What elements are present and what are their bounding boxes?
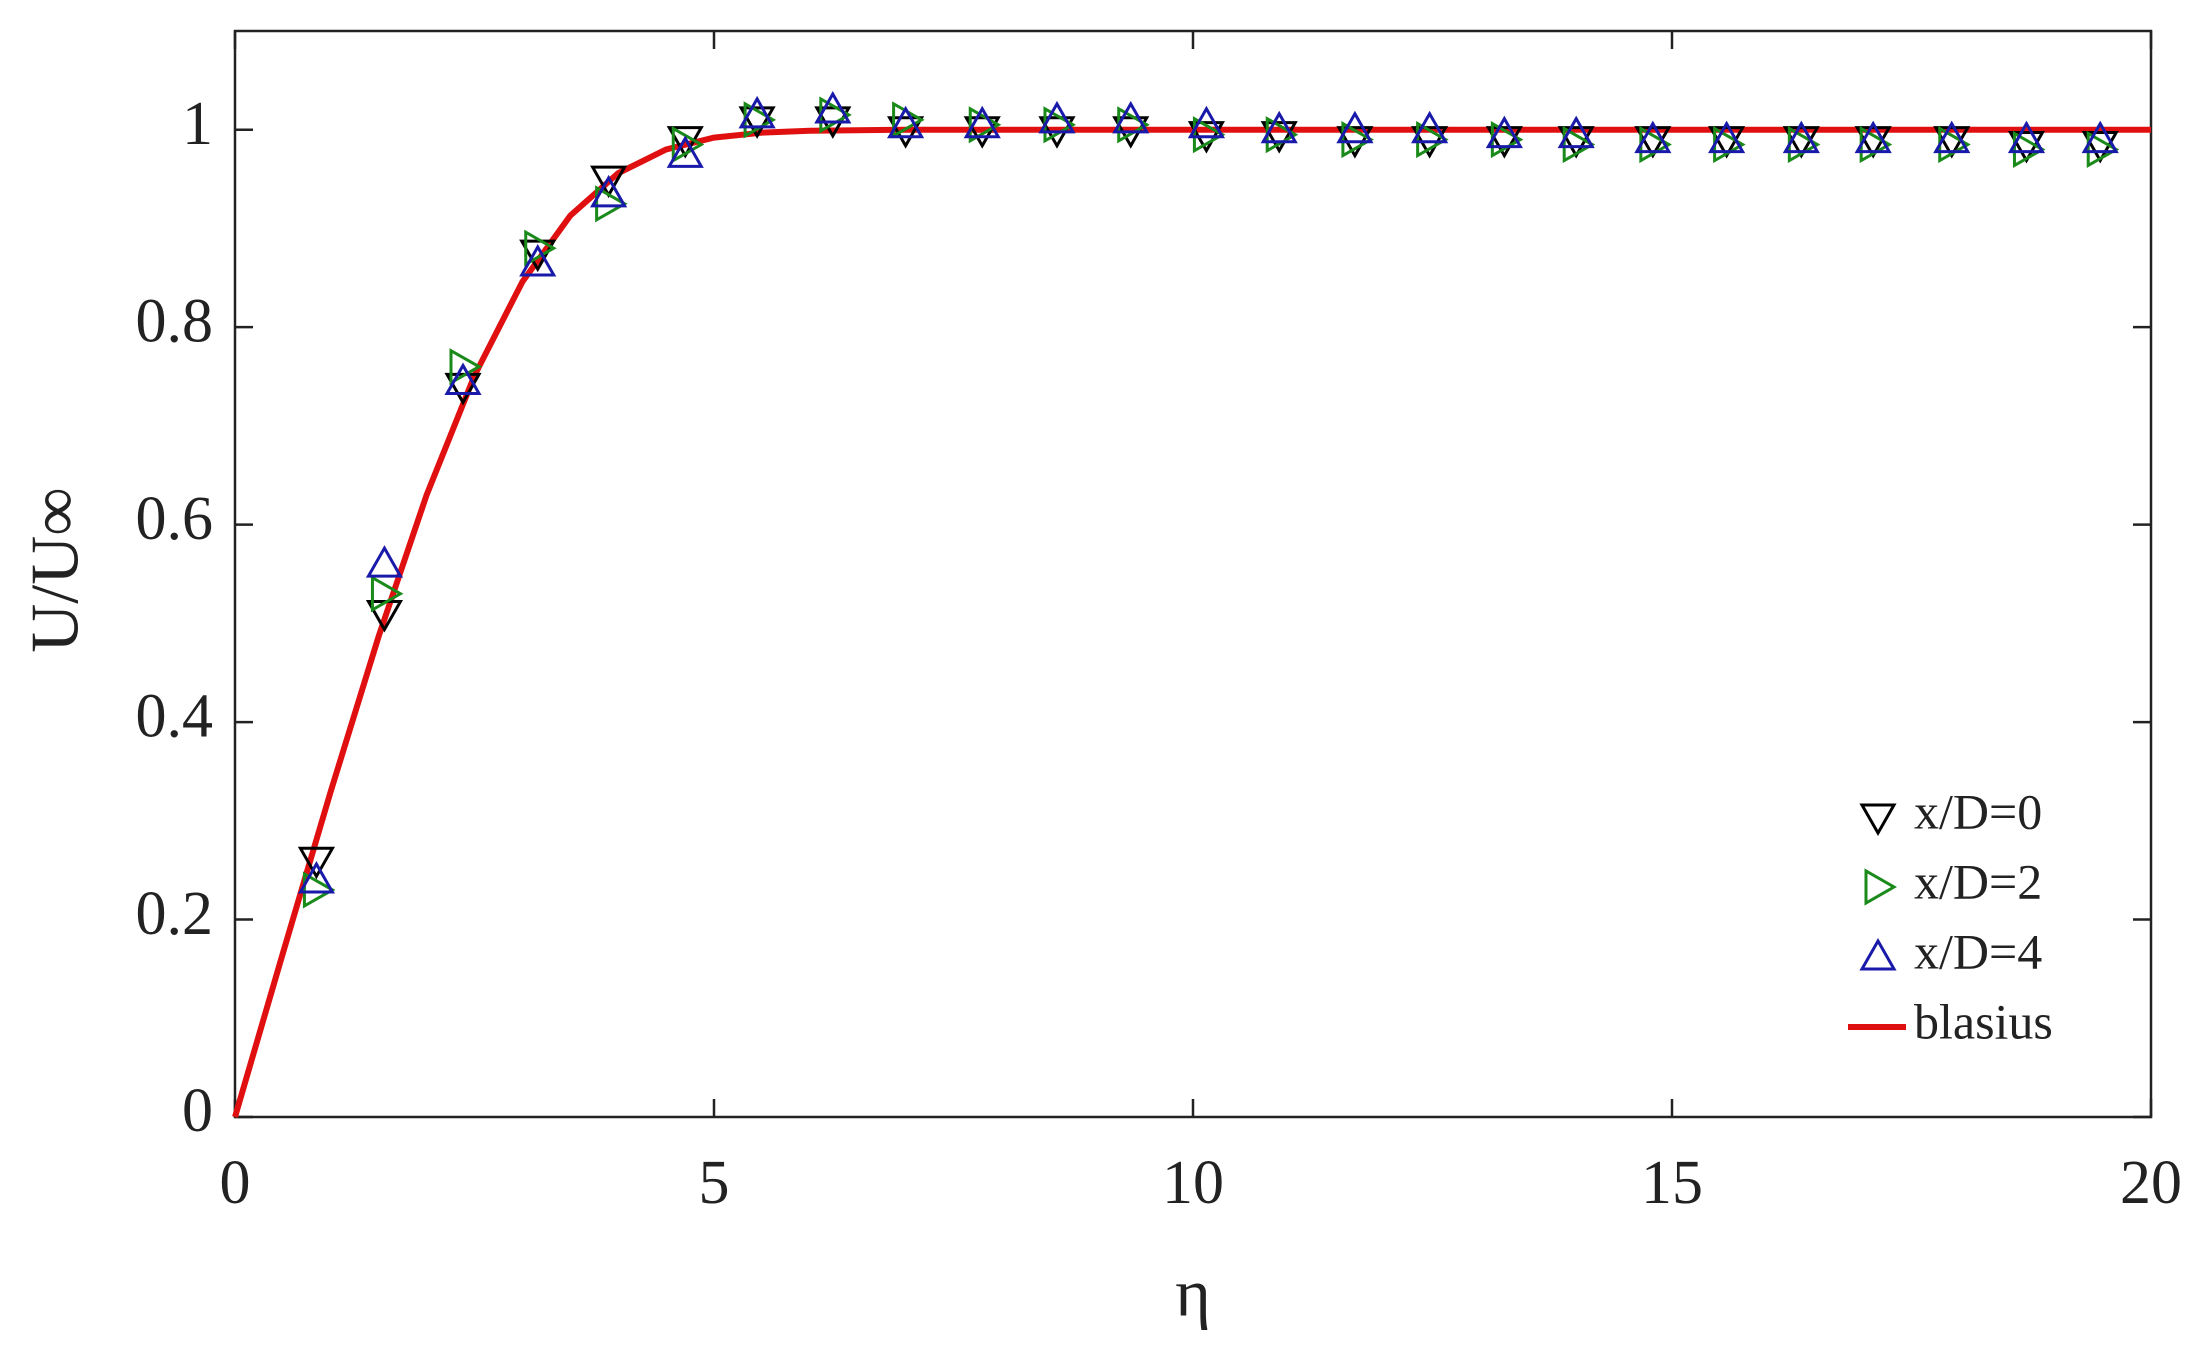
data-point — [590, 165, 628, 199]
data-point — [1192, 116, 1226, 154]
x-tick-label: 20 — [2120, 1149, 2182, 1217]
data-point — [1260, 110, 1298, 144]
plot-frame — [233, 29, 2153, 1119]
x-tick-label: 15 — [1641, 1149, 1703, 1217]
data-point — [519, 243, 557, 277]
data-point — [968, 106, 1002, 144]
data-point — [297, 861, 336, 894]
data-point — [814, 90, 852, 124]
y-tick-label: 0 — [182, 1077, 213, 1145]
data-point — [887, 116, 925, 149]
data-point — [1562, 125, 1596, 164]
y-tick-label: 0.8 — [136, 287, 214, 355]
legend-label: blasius — [1914, 993, 2053, 1049]
data-point — [671, 125, 705, 164]
data-point — [1782, 120, 1820, 154]
data-point — [1336, 110, 1374, 144]
data-point — [2007, 120, 2046, 154]
data-point — [2086, 130, 2120, 169]
data-point — [1260, 121, 1298, 154]
data-point — [887, 105, 925, 139]
data-point — [1411, 110, 1449, 144]
data-point — [524, 229, 557, 267]
y-axis-label: U/U∞ — [17, 487, 93, 653]
data-point — [370, 575, 404, 613]
data-line — [232, 126, 2151, 1118]
data-point — [297, 846, 336, 880]
data-point — [666, 135, 704, 168]
data-point — [595, 185, 628, 223]
data-point — [444, 362, 482, 395]
y-tick-label: 0.6 — [136, 485, 214, 553]
legend-label: x/D=0 — [1914, 783, 2042, 839]
y-tick-label: 0.2 — [136, 880, 214, 948]
data-point — [1634, 120, 1672, 154]
x-tick-label: 0 — [220, 1149, 251, 1217]
data-point — [365, 545, 404, 578]
data-point — [1187, 105, 1225, 139]
y-tick-label: 0.4 — [136, 682, 214, 750]
data-point — [1485, 126, 1523, 159]
data-point — [1557, 115, 1595, 149]
legend-label: x/D=4 — [1914, 923, 2042, 979]
data-point — [1485, 115, 1523, 149]
data-point — [590, 174, 628, 208]
data-point — [449, 348, 483, 386]
x-tick-label: 10 — [1162, 1149, 1224, 1217]
legend-swatch — [1859, 937, 1897, 971]
legend-swatch — [1864, 868, 1898, 906]
data-point — [1416, 121, 1449, 159]
data-point — [519, 239, 557, 273]
x-axis-label: η — [1175, 1255, 1211, 1331]
data-point — [1341, 121, 1374, 159]
data-point — [1854, 120, 1892, 154]
legend-label: x/D=2 — [1914, 853, 2042, 909]
data-point — [1933, 120, 1971, 154]
data-point — [1038, 100, 1076, 134]
data-point — [1708, 120, 1746, 154]
data-point — [738, 106, 776, 139]
data-point — [2081, 120, 2119, 154]
data-point — [963, 105, 1001, 139]
data-point — [302, 871, 336, 909]
x-tick-label: 5 — [699, 1149, 730, 1217]
data-point — [738, 95, 776, 129]
legend-swatch — [1859, 803, 1897, 837]
data-point — [963, 116, 1001, 149]
data-point — [2012, 130, 2046, 169]
y-tick-label: 1 — [182, 90, 213, 158]
data-point — [1112, 100, 1150, 134]
